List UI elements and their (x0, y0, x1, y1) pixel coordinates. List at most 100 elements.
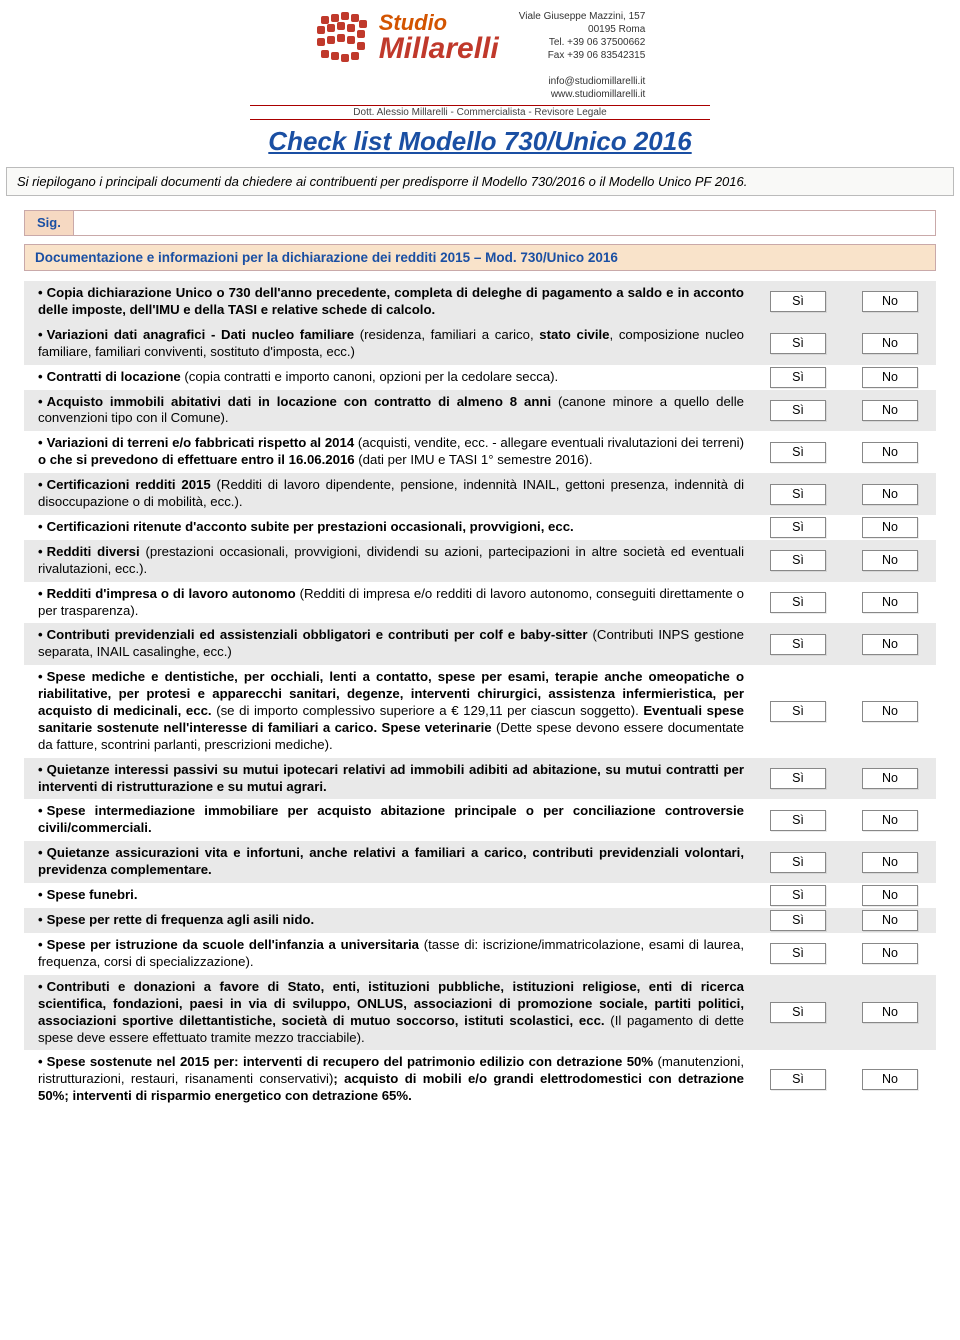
yes-button[interactable]: Sì (770, 550, 826, 571)
checklist-row-text: •Spese sostenute nel 2015 per: intervent… (24, 1052, 752, 1107)
checklist-row-text: •Quietanze interessi passivi su mutui ip… (24, 760, 752, 798)
letterhead: Studio Millarelli Viale Giuseppe Mazzini… (0, 0, 960, 105)
logo-globe-icon (315, 10, 371, 66)
logo-line1: Studio (379, 12, 499, 34)
checklist-row-buttons: Sì No (752, 810, 936, 831)
yes-button[interactable]: Sì (770, 367, 826, 388)
logo-line2: Millarelli (379, 34, 499, 64)
sig-row: Sig. (24, 210, 936, 236)
contact-line: info@studiomillarelli.it (519, 75, 646, 88)
checklist-row: •Redditi d'impresa o di lavoro autonomo … (24, 582, 936, 624)
checklist-row: •Variazioni dati anagrafici - Dati nucle… (24, 323, 936, 365)
no-button[interactable]: No (862, 1002, 918, 1023)
contact-line: www.studiomillarelli.it (519, 88, 646, 101)
sig-field[interactable] (74, 211, 935, 235)
no-button[interactable]: No (862, 634, 918, 655)
checklist-row-buttons: Sì No (752, 885, 936, 906)
no-button[interactable]: No (862, 333, 918, 354)
checklist-row-text: •Spese funebri. (24, 885, 752, 906)
logo-text: Studio Millarelli (379, 12, 499, 64)
no-button[interactable]: No (862, 517, 918, 538)
yes-button[interactable]: Sì (770, 442, 826, 463)
yes-button[interactable]: Sì (770, 943, 826, 964)
checklist-row-text: •Certificazioni redditi 2015 (Redditi di… (24, 475, 752, 513)
checklist-row: •Quietanze interessi passivi su mutui ip… (24, 758, 936, 800)
no-button[interactable]: No (862, 1069, 918, 1090)
yes-button[interactable]: Sì (770, 852, 826, 873)
no-button[interactable]: No (862, 550, 918, 571)
checklist-row-text: •Spese per rette di frequenza agli asili… (24, 910, 752, 931)
no-button[interactable]: No (862, 943, 918, 964)
checklist-row: •Contributi e donazioni a favore di Stat… (24, 975, 936, 1051)
checklist-row-text: •Acquisto immobili abitativi dati in loc… (24, 392, 752, 430)
yes-button[interactable]: Sì (770, 885, 826, 906)
checklist-row-buttons: Sì No (752, 852, 936, 873)
no-button[interactable]: No (862, 885, 918, 906)
checklist-row-buttons: Sì No (752, 768, 936, 789)
no-button[interactable]: No (862, 701, 918, 722)
checklist-row-text: •Variazioni dati anagrafici - Dati nucle… (24, 325, 752, 363)
yes-button[interactable]: Sì (770, 634, 826, 655)
letterhead-subline: Dott. Alessio Millarelli - Commercialist… (250, 105, 710, 120)
checklist-row-buttons: Sì No (752, 400, 936, 421)
yes-button[interactable]: Sì (770, 910, 826, 931)
checklist-row-buttons: Sì No (752, 943, 936, 964)
no-button[interactable]: No (862, 910, 918, 931)
section-header: Documentazione e informazioni per la dic… (24, 244, 936, 271)
checklist-row: •Acquisto immobili abitativi dati in loc… (24, 390, 936, 432)
checklist-row: •Spese intermediazione immobiliare per a… (24, 799, 936, 841)
contact-line: Viale Giuseppe Mazzini, 157 (519, 10, 646, 23)
checklist-row: •Spese mediche e dentistiche, per occhia… (24, 665, 936, 757)
no-button[interactable]: No (862, 367, 918, 388)
checklist-row-buttons: Sì No (752, 701, 936, 722)
checklist-row-text: •Certificazioni ritenute d'acconto subit… (24, 517, 752, 538)
checklist-row-buttons: Sì No (752, 333, 936, 354)
yes-button[interactable]: Sì (770, 517, 826, 538)
checklist-row-text: •Spese mediche e dentistiche, per occhia… (24, 667, 752, 755)
logo-block: Studio Millarelli (315, 10, 499, 66)
checklist-row-text: •Contratti di locazione (copia contratti… (24, 367, 752, 388)
yes-button[interactable]: Sì (770, 1002, 826, 1023)
checklist-row: •Certificazioni ritenute d'acconto subit… (24, 515, 936, 540)
page-title: Check list Modello 730/Unico 2016 (0, 126, 960, 157)
checklist-row-buttons: Sì No (752, 367, 936, 388)
checklist-row-text: •Contributi previdenziali ed assistenzia… (24, 625, 752, 663)
checklist-row-text: •Spese intermediazione immobiliare per a… (24, 801, 752, 839)
checklist-row-buttons: Sì No (752, 592, 936, 613)
checklist-row-text: •Quietanze assicurazioni vita e infortun… (24, 843, 752, 881)
content: Sig. Documentazione e informazioni per l… (0, 210, 960, 1109)
no-button[interactable]: No (862, 592, 918, 613)
checklist-row-text: •Redditi d'impresa o di lavoro autonomo … (24, 584, 752, 622)
checklist-row-text: •Contributi e donazioni a favore di Stat… (24, 977, 752, 1049)
yes-button[interactable]: Sì (770, 1069, 826, 1090)
sig-label: Sig. (25, 211, 74, 235)
checklist-row: •Spese per istruzione da scuole dell'inf… (24, 933, 936, 975)
yes-button[interactable]: Sì (770, 701, 826, 722)
no-button[interactable]: No (862, 400, 918, 421)
yes-button[interactable]: Sì (770, 484, 826, 505)
yes-button[interactable]: Sì (770, 291, 826, 312)
no-button[interactable]: No (862, 810, 918, 831)
no-button[interactable]: No (862, 484, 918, 505)
checklist-row: •Spese sostenute nel 2015 per: intervent… (24, 1050, 936, 1109)
checklist-row-text: •Copia dichiarazione Unico o 730 dell'an… (24, 283, 752, 321)
no-button[interactable]: No (862, 768, 918, 789)
checklist-row-buttons: Sì No (752, 634, 936, 655)
checklist-row-buttons: Sì No (752, 1069, 936, 1090)
yes-button[interactable]: Sì (770, 768, 826, 789)
checklist-row: •Spese per rette di frequenza agli asili… (24, 908, 936, 933)
checklist-row: •Copia dichiarazione Unico o 730 dell'an… (24, 281, 936, 323)
no-button[interactable]: No (862, 442, 918, 463)
yes-button[interactable]: Sì (770, 592, 826, 613)
no-button[interactable]: No (862, 291, 918, 312)
yes-button[interactable]: Sì (770, 400, 826, 421)
checklist-row: •Certificazioni redditi 2015 (Redditi di… (24, 473, 936, 515)
checklist-row-text: •Redditi diversi (prestazioni occasional… (24, 542, 752, 580)
contact-line: Fax +39 06 83542315 (519, 49, 646, 62)
no-button[interactable]: No (862, 852, 918, 873)
checklist-row-buttons: Sì No (752, 484, 936, 505)
yes-button[interactable]: Sì (770, 333, 826, 354)
yes-button[interactable]: Sì (770, 810, 826, 831)
intro-box: Si riepilogano i principali documenti da… (6, 167, 954, 196)
checklist-row-buttons: Sì No (752, 517, 936, 538)
